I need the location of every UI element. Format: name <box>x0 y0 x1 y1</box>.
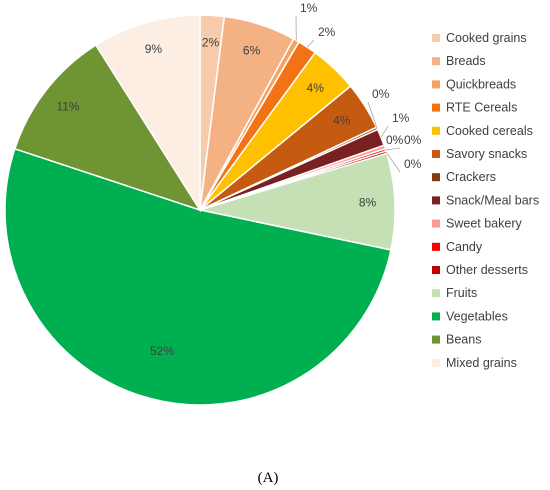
legend-item-other-desserts: Other desserts <box>432 263 528 277</box>
figure-caption: (A) <box>258 470 279 486</box>
legend-item-sweet-bakery: Sweet bakery <box>432 217 522 231</box>
legend-swatch-fruits <box>432 289 440 298</box>
slice-label-other-desserts: 0% <box>404 157 422 171</box>
leader-line-sweet-bakery <box>381 146 385 149</box>
slice-label-snack-meal-bars: 1% <box>392 111 410 125</box>
legend-label-snack-meal-bars: Snack/Meal bars <box>446 193 539 207</box>
legend-swatch-rte-cereals <box>432 103 440 112</box>
legend-swatch-other-desserts <box>432 266 440 274</box>
legend-item-snack-meal-bars: Snack/Meal bars <box>432 193 539 207</box>
legend-swatch-crackers <box>432 173 440 182</box>
slice-fruits <box>199 152 396 251</box>
slice-label-vegetables: 52% <box>150 344 174 358</box>
legend-label-beans: Beans <box>446 333 481 347</box>
legend-swatch-cooked-cereals <box>432 126 440 135</box>
legend-item-fruits: Fruits <box>432 286 477 300</box>
legend-swatch-breads <box>432 57 440 66</box>
legend-item-cooked-grains: Cooked grains <box>432 31 527 45</box>
slice-label-mixed-grains: 9% <box>145 42 163 56</box>
legend-swatch-sweet-bakery <box>432 219 440 228</box>
slice-mixed-grains <box>94 14 201 213</box>
legend-swatch-quickbreads <box>432 80 440 89</box>
slice-label-crackers: 0% <box>372 87 390 101</box>
legend-swatch-mixed-grains <box>432 358 440 367</box>
leader-line-candy <box>385 147 401 151</box>
legend-item-quickbreads: Quickbreads <box>432 77 516 91</box>
slice-label-cooked-cereals: 4% <box>307 81 325 95</box>
slice-labels: 2%6%1%2%4%4%0%1%0% 0%0%8%52%11%9% <box>56 1 421 358</box>
slice-label-savory-snacks: 4% <box>333 114 351 128</box>
slice-label-quickbreads: 1% <box>300 1 318 15</box>
legend-item-beans: Beans <box>432 333 481 347</box>
leader-line-snack-meal-bars <box>380 125 389 138</box>
slice-label-rte-cereals: 2% <box>318 25 336 39</box>
legend-item-vegetables: Vegetables <box>432 309 508 323</box>
legend-label-fruits: Fruits <box>446 286 477 300</box>
slice-label-candy: 0% <box>404 133 422 147</box>
legend-label-other-desserts: Other desserts <box>446 263 528 277</box>
slice-label-cooked-grains: 2% <box>202 36 220 50</box>
pie-slices <box>4 14 396 406</box>
legend-label-sweet-bakery: Sweet bakery <box>446 217 522 231</box>
slice-beans <box>13 44 202 212</box>
legend-swatch-candy <box>432 242 440 251</box>
legend-item-savory-snacks: Savory snacks <box>432 147 527 161</box>
slice-label-breads: 6% <box>243 43 261 57</box>
label-leader-lines <box>295 15 401 173</box>
slice-vegetables <box>4 147 392 406</box>
legend-item-candy: Candy <box>432 240 483 254</box>
legend-swatch-savory-snacks <box>432 150 440 158</box>
legend-label-mixed-grains: Mixed grains <box>446 356 517 370</box>
legend-label-breads: Breads <box>446 54 486 68</box>
legend-swatch-vegetables <box>432 312 440 321</box>
legend-label-vegetables: Vegetables <box>446 309 508 323</box>
legend-swatch-cooked-grains <box>432 34 440 42</box>
legend-label-rte-cereals: RTE Cereals <box>446 101 517 115</box>
legend-item-crackers: Crackers <box>432 170 496 184</box>
leader-line-rte-cereals <box>306 39 315 48</box>
legend-item-rte-cereals: RTE Cereals <box>432 101 517 115</box>
slice-label-sweet-bakery: 0% <box>386 133 404 147</box>
legend-label-cooked-cereals: Cooked cereals <box>446 124 533 138</box>
legend-label-quickbreads: Quickbreads <box>446 77 516 91</box>
slice-label-fruits: 8% <box>359 196 377 210</box>
legend-item-mixed-grains: Mixed grains <box>432 356 517 370</box>
legend-swatch-snack-meal-bars <box>432 196 440 205</box>
legend-label-savory-snacks: Savory snacks <box>446 147 527 161</box>
legend-label-candy: Candy <box>446 240 483 254</box>
legend-item-cooked-cereals: Cooked cereals <box>432 124 533 138</box>
legend-item-breads: Breads <box>432 54 486 68</box>
legend-label-cooked-grains: Cooked grains <box>446 31 527 45</box>
leader-line-crackers <box>367 101 378 129</box>
legend-label-crackers: Crackers <box>446 170 496 184</box>
legend: Cooked grains Breads Quickbreads RTE Cereal… <box>432 31 539 370</box>
leader-line-other-desserts <box>385 152 401 173</box>
legend-swatch-beans <box>432 335 440 344</box>
slice-label-beans: 11% <box>56 100 79 114</box>
